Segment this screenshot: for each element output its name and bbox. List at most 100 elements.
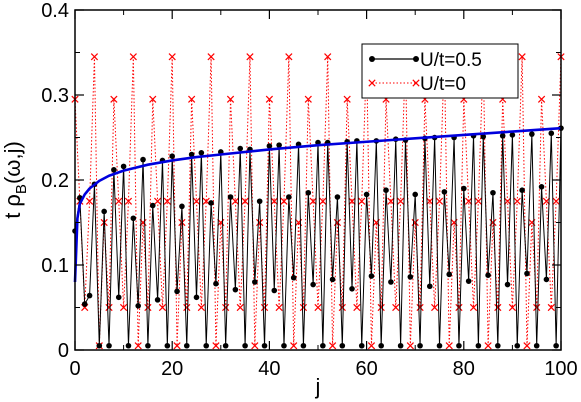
series-u0-point: [270, 197, 278, 205]
series-u05-point: [499, 133, 506, 139]
series-u05-point: [222, 342, 229, 349]
series-u0-point: [158, 303, 167, 312]
series-u0-point: [129, 53, 137, 61]
series-u0-point: [508, 303, 517, 312]
series-u0-point: [353, 303, 361, 312]
series-u05-point: [524, 270, 530, 277]
series-u05-point: [130, 215, 137, 222]
series-u0-point: [387, 197, 395, 205]
series-u05-point: [106, 342, 112, 349]
series-u05-point: [174, 288, 180, 295]
series-u0-point: [90, 53, 99, 61]
series-u0-point: [246, 53, 254, 61]
series-u05-point: [310, 281, 316, 288]
series-u05-point: [339, 342, 346, 349]
series-u0-point: [328, 342, 337, 350]
series-u05-point: [417, 342, 423, 349]
x-axis-title: j: [315, 374, 321, 399]
series-u05-point: [519, 187, 525, 193]
series-u05-point: [514, 342, 521, 349]
series-u05-point: [441, 189, 448, 195]
series-u05-point: [154, 297, 161, 303]
series-u0-point: [343, 95, 351, 103]
series-u05-point: [125, 342, 132, 349]
series-u05-point: [120, 163, 127, 170]
legend-label-u05: U/t=0.5: [420, 50, 482, 71]
series-u05-point: [533, 342, 540, 349]
x-tick-label: 80: [453, 358, 475, 380]
series-u05-point: [363, 191, 370, 198]
series-u0-point: [304, 95, 312, 103]
series-u0-point: [197, 303, 205, 312]
legend-box: [361, 43, 519, 99]
series-u0-point: [231, 197, 240, 205]
series-u0-point: [537, 95, 546, 103]
series-u05-point: [286, 194, 292, 200]
series-u05-point: [383, 187, 389, 193]
series-u05-point: [81, 301, 88, 307]
series-u0-point: [474, 197, 483, 205]
series-u0-point: [469, 303, 478, 312]
legend-marker-u0-right-cross: [412, 79, 420, 87]
series-u05-point: [179, 203, 185, 210]
series-u05-point: [320, 342, 326, 349]
series-u05-point: [548, 130, 555, 137]
series-u0-point: [299, 303, 308, 312]
series-envelope-curve: [73, 126, 562, 283]
series-u05-point: [193, 294, 200, 301]
series-u0-point: [406, 342, 414, 350]
series-u0-point: [552, 197, 560, 205]
series-u05-point: [378, 342, 384, 349]
series-u05-point: [111, 167, 117, 173]
series-u05-point: [300, 342, 307, 349]
series-u05-point: [529, 131, 535, 137]
series-u0-point: [115, 197, 123, 205]
series-u0-point: [173, 342, 181, 350]
series-u0-point: [124, 197, 133, 205]
series-u05-point: [261, 342, 268, 349]
series-u0-point: [188, 95, 196, 103]
series-u0-point: [212, 342, 220, 350]
series-u0-point: [260, 303, 269, 312]
series-u0-point: [348, 197, 356, 205]
series-u05-point: [101, 208, 107, 215]
series-u0-point: [513, 197, 521, 205]
series-u05-point: [446, 271, 453, 278]
series-u05-point: [198, 150, 205, 156]
series-u0-point: [280, 197, 288, 205]
legend-marker-u0-left: [368, 79, 376, 87]
legend: U/t=0.5 U/t=0: [361, 43, 519, 99]
series-u05-point: [388, 279, 394, 285]
series-u05-point: [543, 276, 550, 283]
series-u05-point: [305, 189, 312, 196]
series-u05-point: [213, 280, 219, 287]
series-u05-point: [256, 198, 263, 205]
series-u05-point: [237, 145, 244, 152]
series-u0-point: [168, 53, 176, 61]
series-u0-point: [134, 342, 142, 350]
series-u05-point: [538, 184, 545, 190]
series-u05-point: [553, 342, 559, 349]
series-u05-point: [290, 274, 297, 281]
legend-marker-u05-right: [413, 56, 419, 62]
series-u0-point: [256, 218, 264, 227]
series-u0-point: [392, 303, 400, 312]
series-u0-point: [144, 303, 152, 312]
y-tick-label: 0.3: [41, 85, 69, 107]
series-u05-point: [480, 133, 487, 140]
series-u05-point: [461, 185, 467, 192]
series-u05-point: [504, 281, 511, 288]
series-u0-point: [547, 303, 555, 312]
series-layer: [71, 53, 565, 350]
series-u0-point: [149, 95, 157, 103]
series-u0-point: [85, 197, 94, 205]
series-u05-point: [475, 342, 482, 349]
x-tick-label: 0: [69, 358, 80, 380]
series-u05-point: [135, 303, 141, 309]
series-u0-point: [445, 342, 453, 350]
series-u0-point: [431, 303, 439, 312]
series-u05-point: [232, 286, 239, 293]
series-u05-point: [188, 151, 195, 158]
series-u05-point: [456, 342, 462, 349]
